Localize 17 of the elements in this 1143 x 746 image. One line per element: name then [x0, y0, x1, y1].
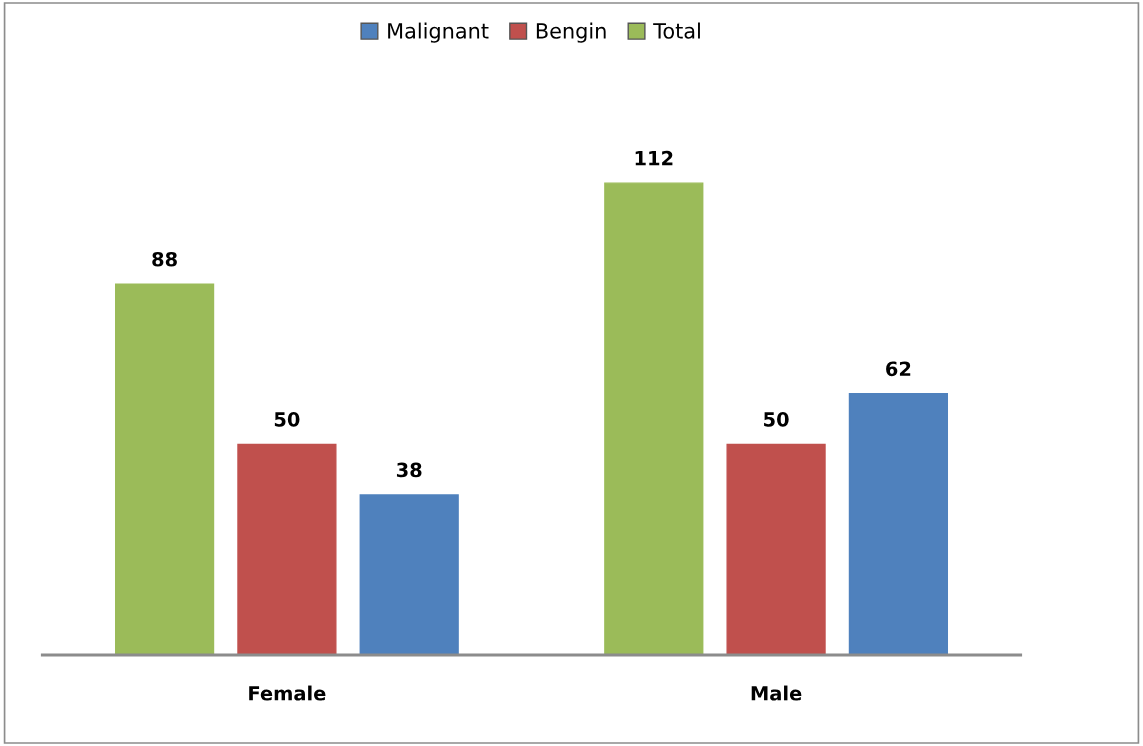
bar	[359, 494, 459, 655]
bar	[726, 443, 826, 655]
data-label: 50	[764, 411, 789, 427]
bar	[848, 393, 949, 655]
bar	[604, 182, 704, 655]
data-label: 112	[635, 150, 673, 166]
bar	[237, 443, 337, 655]
bar	[114, 283, 215, 655]
legend-label: Total	[653, 22, 700, 39]
x-tick-label: Male	[751, 685, 802, 701]
data-label: 50	[274, 411, 300, 427]
data-label: 62	[886, 361, 911, 377]
legend-label: Bengin	[536, 22, 606, 43]
x-tick-label: Female	[249, 685, 326, 701]
legend-label: Malignant	[388, 22, 489, 43]
data-label: 38	[396, 462, 422, 478]
data-label: 88	[152, 251, 177, 267]
